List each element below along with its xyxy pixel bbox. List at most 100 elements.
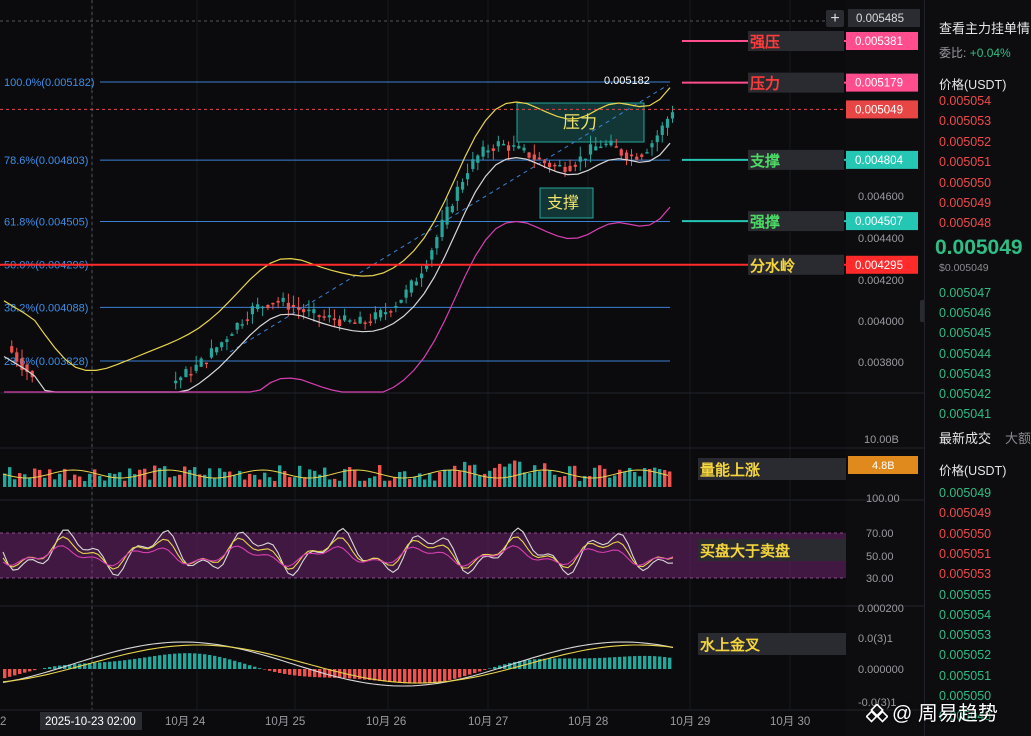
volume-bar — [53, 479, 57, 487]
macd-bar — [548, 658, 552, 669]
main-chart[interactable]: 100.0%(0.005182) 78.6%(0.004803) 61.8%(0.0… — [0, 0, 924, 736]
order-book-title[interactable]: 查看主力挂单情 — [939, 21, 1031, 36]
candle — [455, 186, 459, 201]
macd-bar — [328, 669, 332, 678]
volume-bar — [583, 475, 587, 487]
volume-bar — [638, 476, 642, 487]
macd-bar — [443, 669, 447, 681]
macd-bar — [153, 655, 157, 669]
candle — [506, 145, 511, 151]
bid-price[interactable]: 0.005041 — [939, 407, 992, 422]
volume-bar — [578, 480, 582, 487]
volume-bar — [603, 468, 607, 487]
volume-bar — [413, 476, 417, 487]
macd-bar — [283, 669, 287, 674]
bid-price[interactable]: 0.005044 — [939, 346, 992, 361]
volume-bar — [173, 476, 177, 487]
candle — [486, 150, 490, 153]
candle — [399, 299, 403, 303]
trades-tabs: 最新成交 大额 — [939, 428, 1031, 447]
macd-tick-label: -0.0(3)1 — [858, 697, 897, 709]
volume-bar — [343, 469, 347, 487]
bid-price[interactable]: 0.005043 — [939, 366, 992, 381]
trade-price: 0.005054 — [939, 607, 992, 622]
candle — [368, 321, 372, 323]
volume-bar — [508, 463, 512, 487]
candle — [522, 147, 526, 151]
volume-bar — [213, 478, 217, 487]
macd-bar — [188, 653, 192, 669]
ratio-value: +0.04% — [969, 46, 1011, 60]
volume-bar — [453, 465, 457, 487]
candle — [184, 369, 188, 378]
candle — [204, 362, 209, 365]
bid-price[interactable]: 0.005042 — [939, 387, 992, 401]
volume-bar — [528, 473, 532, 487]
candle — [496, 141, 500, 147]
candle — [317, 315, 321, 318]
volume-bar — [408, 479, 412, 487]
bid-price[interactable]: 0.005047 — [939, 286, 992, 300]
candle — [332, 318, 336, 321]
price-tick-label: 0.004200 — [858, 275, 904, 287]
tab-big-trades[interactable]: 大额 — [1005, 431, 1031, 446]
ask-price[interactable]: 0.005053 — [939, 114, 992, 129]
candle — [189, 373, 193, 376]
volume-bar — [293, 477, 297, 487]
level-tag-bg — [748, 149, 844, 170]
macd-bar — [98, 662, 102, 669]
volume-bar — [153, 465, 157, 487]
fib-label: 100.0%(0.005182) — [4, 77, 95, 89]
volume-bar — [273, 480, 277, 487]
volume-bar — [43, 477, 47, 487]
trade-price: 0.005050 — [939, 526, 992, 541]
volume-bar — [263, 472, 267, 487]
macd-bar — [623, 656, 627, 669]
ask-price[interactable]: 0.005054 — [939, 94, 992, 108]
level-price-box — [846, 100, 918, 119]
candle — [563, 166, 567, 173]
candle — [629, 154, 634, 157]
candle — [670, 112, 675, 119]
volume-bar — [438, 471, 442, 487]
level-price-label: 0.004295 — [855, 260, 903, 272]
candle — [430, 250, 434, 260]
ask-price[interactable]: 0.005048 — [939, 216, 992, 231]
volume-bar — [348, 467, 352, 487]
macd-bar — [563, 658, 567, 669]
ask-price[interactable]: 0.005049 — [939, 196, 992, 210]
macd-bar — [233, 660, 237, 669]
volume-bar — [383, 480, 387, 487]
volume-bar — [433, 480, 437, 487]
volume-bar — [283, 471, 287, 487]
macd-bar — [88, 663, 92, 669]
chart-background — [0, 0, 924, 736]
top-price-box — [848, 9, 920, 27]
volume-bar — [178, 474, 182, 487]
add-drawing-button[interactable]: + — [826, 10, 844, 27]
candle — [527, 152, 531, 158]
macd-bar — [298, 669, 302, 676]
volume-bar — [143, 468, 147, 487]
macd-bar — [108, 661, 112, 669]
volume-bar — [353, 470, 357, 487]
candle — [266, 304, 270, 309]
macd-bar — [123, 660, 127, 669]
volume-bar — [253, 474, 257, 487]
macd-bar — [118, 660, 122, 669]
volume-bar — [123, 480, 127, 487]
trade-price: 0.005049 — [939, 506, 992, 521]
macd-bar — [103, 662, 107, 669]
candle — [297, 307, 301, 310]
bid-price[interactable]: 0.005045 — [939, 326, 992, 341]
volume-bar — [658, 469, 662, 487]
candle — [404, 289, 408, 298]
candle — [215, 347, 219, 353]
tab-latest-trades[interactable]: 最新成交 — [939, 431, 992, 446]
trade-price: 0.005052 — [939, 648, 992, 663]
ask-price[interactable]: 0.005051 — [939, 155, 992, 170]
macd-bar — [178, 653, 182, 669]
ask-price[interactable]: 0.005052 — [939, 134, 992, 149]
bid-price[interactable]: 0.005046 — [939, 306, 992, 321]
ask-price[interactable]: 0.005050 — [939, 175, 992, 190]
